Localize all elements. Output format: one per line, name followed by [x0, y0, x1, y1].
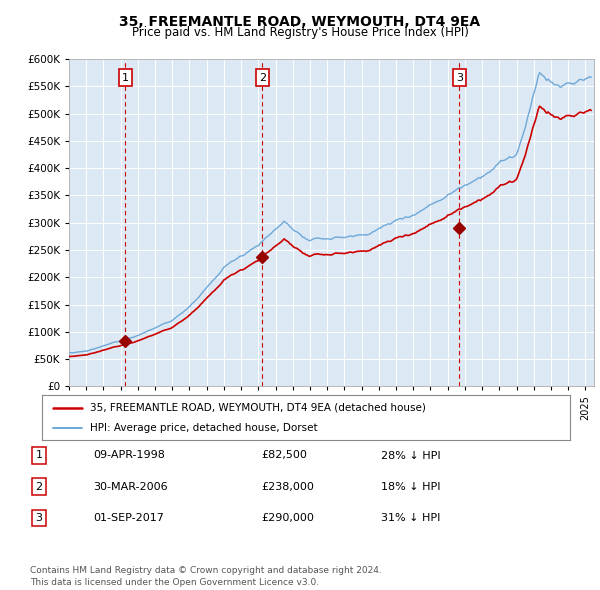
Text: £290,000: £290,000	[261, 513, 314, 523]
Text: 35, FREEMANTLE ROAD, WEYMOUTH, DT4 9EA (detached house): 35, FREEMANTLE ROAD, WEYMOUTH, DT4 9EA (…	[89, 403, 425, 412]
Text: 1: 1	[122, 73, 129, 83]
Text: 35, FREEMANTLE ROAD, WEYMOUTH, DT4 9EA: 35, FREEMANTLE ROAD, WEYMOUTH, DT4 9EA	[119, 15, 481, 29]
Text: £82,500: £82,500	[261, 451, 307, 460]
Text: 28% ↓ HPI: 28% ↓ HPI	[381, 451, 440, 460]
Text: 2: 2	[259, 73, 266, 83]
Text: 1: 1	[35, 451, 43, 460]
Text: £238,000: £238,000	[261, 482, 314, 491]
Text: 31% ↓ HPI: 31% ↓ HPI	[381, 513, 440, 523]
Text: 18% ↓ HPI: 18% ↓ HPI	[381, 482, 440, 491]
Text: 2: 2	[35, 482, 43, 491]
Text: 09-APR-1998: 09-APR-1998	[93, 451, 165, 460]
Text: Contains HM Land Registry data © Crown copyright and database right 2024.
This d: Contains HM Land Registry data © Crown c…	[30, 566, 382, 587]
Text: 30-MAR-2006: 30-MAR-2006	[93, 482, 167, 491]
Text: 3: 3	[35, 513, 43, 523]
Text: HPI: Average price, detached house, Dorset: HPI: Average price, detached house, Dors…	[89, 423, 317, 433]
Text: 01-SEP-2017: 01-SEP-2017	[93, 513, 164, 523]
Text: Price paid vs. HM Land Registry's House Price Index (HPI): Price paid vs. HM Land Registry's House …	[131, 26, 469, 39]
Text: 3: 3	[456, 73, 463, 83]
